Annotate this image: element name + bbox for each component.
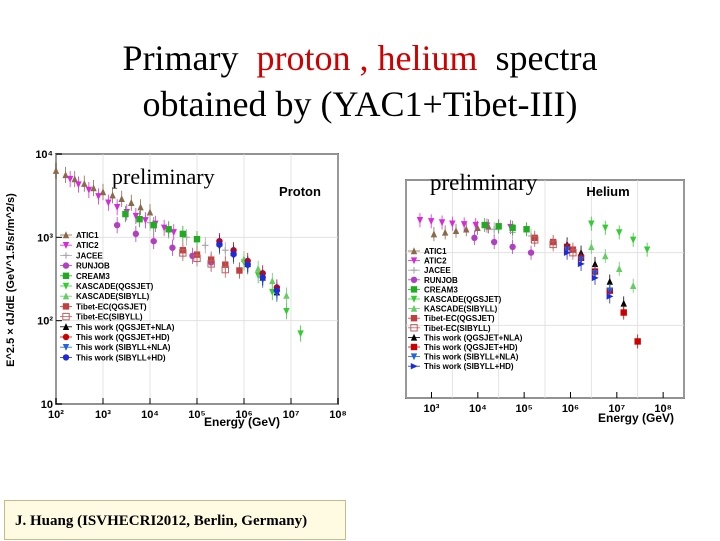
- title-helium: helium: [378, 38, 478, 78]
- data-point: [491, 239, 497, 245]
- x-tick-label: 10³: [424, 403, 440, 415]
- legend-entry: ATIC1: [76, 231, 99, 240]
- data-point: [166, 226, 172, 232]
- proton-preliminary-label: preliminary: [112, 164, 215, 190]
- data-point: [122, 211, 128, 217]
- y-tick-label: 10⁴: [35, 149, 53, 161]
- data-point: [482, 222, 488, 228]
- y-tick-label: 10²: [37, 316, 53, 328]
- data-point: [634, 338, 640, 344]
- data-point: [621, 309, 627, 315]
- x-tick-label: 10⁸: [329, 409, 346, 421]
- proton-xlabel: Energy (GeV): [204, 415, 280, 429]
- legend-entry: This work (QGSJET+NLA): [76, 323, 175, 332]
- data-point: [151, 222, 157, 228]
- y-tick-label: 10: [41, 399, 53, 411]
- proton-ylabel: E^2.5 × dJ/dE (GeV^1.5/sr/m^2/s): [5, 193, 17, 367]
- legend-entry: KASCADE(SIBYLL): [76, 292, 150, 301]
- legend-entry: KASCADE(QGSJET): [76, 282, 154, 291]
- data-point: [114, 222, 120, 228]
- legend-entry: This work (SIBYLL+NLA): [76, 343, 171, 352]
- legend-entry: This work (QGSJET+HD): [76, 333, 170, 342]
- data-point: [523, 226, 529, 232]
- x-tick-label: 10⁷: [283, 409, 300, 421]
- legend-entry: Tibet-EC(SIBYLL): [424, 324, 491, 333]
- legend-entry: Tibet-EC(SIBYLL): [76, 313, 143, 322]
- data-point: [151, 238, 157, 244]
- legend-entry: JACEE: [76, 251, 103, 260]
- data-point: [236, 267, 242, 273]
- title-proton: proton: [257, 38, 351, 78]
- x-tick-label: 10⁶: [562, 403, 579, 415]
- legend-entry: RUNJOB: [424, 276, 458, 285]
- legend-entry: This work (QGSJET+HD): [424, 343, 518, 352]
- legend-entry: KASCADE(SIBYLL): [424, 305, 498, 314]
- data-point: [194, 236, 200, 242]
- legend-entry: This work (SIBYLL+NLA): [424, 353, 519, 362]
- x-tick-label: 10³: [95, 409, 111, 421]
- data-point: [216, 241, 222, 247]
- data-point: [169, 245, 175, 251]
- legend-entry: CREAM3: [424, 285, 458, 294]
- data-point: [495, 223, 501, 229]
- data-point: [260, 274, 266, 280]
- legend-entry: This work (SIBYLL+HD): [424, 362, 514, 371]
- citation-footer: J. Huang (ISVHECRI2012, Berlin, Germany): [4, 500, 346, 540]
- data-point: [509, 225, 515, 231]
- y-tick-label: 10³: [37, 232, 53, 244]
- x-tick-label: 10⁴: [469, 403, 487, 415]
- data-point: [180, 231, 186, 237]
- legend-entry: ATIC1: [424, 247, 447, 256]
- legend-entry: KASCADE(QGSJET): [424, 295, 502, 304]
- data-point: [230, 251, 236, 257]
- legend-entry: ATIC2: [76, 241, 99, 250]
- data-point: [245, 261, 251, 267]
- title-spectra: spectra: [496, 38, 598, 78]
- legend-entry: This work (QGSJET+NLA): [424, 333, 523, 342]
- data-point: [509, 244, 515, 250]
- slide-title-line1: Primary proton , helium spectra: [0, 36, 720, 80]
- legend-entry: Tibet-EC(QGSJET): [424, 314, 495, 323]
- helium-preliminary-label: preliminary: [430, 170, 537, 196]
- x-tick-label: 10⁵: [515, 403, 532, 415]
- legend-entry: RUNJOB: [76, 262, 110, 271]
- data-point: [274, 287, 280, 293]
- helium-chart: 10³ 10⁴ 10⁵ 10⁶ 10⁷ 10⁸ ATIC1ATIC2JACEERUNJOB…: [400, 170, 710, 430]
- data-point: [471, 235, 477, 241]
- proton-chart-title: Proton: [279, 184, 321, 199]
- legend-entry: JACEE: [424, 266, 451, 275]
- title-primary: Primary: [123, 38, 239, 78]
- data-point: [133, 231, 139, 237]
- legend-entry: CREAM3: [76, 272, 110, 281]
- legend-entry: ATIC2: [424, 257, 447, 266]
- x-tick-label: 10⁴: [141, 409, 159, 421]
- legend-entry: Tibet-EC(QGSJET): [76, 302, 147, 311]
- data-point: [136, 216, 142, 222]
- title-comma: ,: [360, 38, 369, 78]
- legend-entry: This work (SIBYLL+HD): [76, 353, 166, 362]
- slide-title-line2: obtained by (YAC1+Tibet-III): [0, 82, 720, 126]
- helium-xlabel: Energy (GeV): [598, 411, 674, 425]
- helium-chart-title: Helium: [586, 184, 629, 199]
- data-point: [528, 249, 534, 255]
